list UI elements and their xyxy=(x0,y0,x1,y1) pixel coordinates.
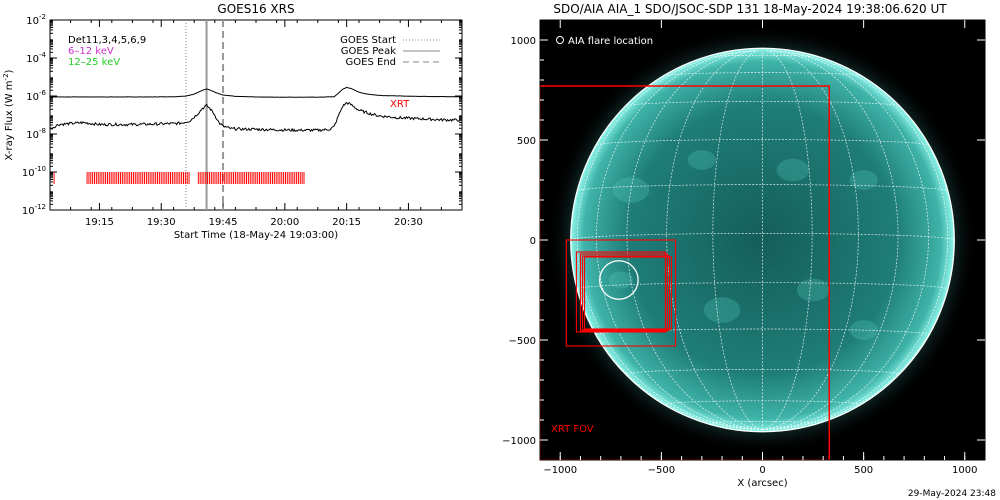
aia-xtick-label: −500 xyxy=(648,465,675,476)
aia-grid-latitude xyxy=(667,72,858,76)
aia-grid-longitude xyxy=(762,52,949,430)
aia-ytick-label: −500 xyxy=(509,336,536,347)
aia-ytick-label: −1000 xyxy=(502,436,536,447)
aia-image: AIA flare location XRT FOV xyxy=(540,20,985,460)
aia-grid-latitude xyxy=(713,54,812,58)
aia-grid-longitude xyxy=(626,50,763,430)
goes-ytick-label: 10-8 xyxy=(26,127,46,141)
goes-xlabel: Start Time (18-May-24 19:03:00) xyxy=(174,230,338,241)
goes-series-long xyxy=(49,86,463,98)
goes-xtick-label: 20:00 xyxy=(270,217,299,228)
xrt-fov-box xyxy=(540,85,830,460)
aia-active-region xyxy=(608,271,634,289)
xrt-pointing-box xyxy=(565,239,677,347)
aia-xtick-label: 500 xyxy=(854,465,873,476)
aia-grid-longitude xyxy=(712,50,763,430)
goes-legend-right-item: GOES Start xyxy=(340,35,396,46)
flare-legend-symbol xyxy=(556,36,564,44)
flare-legend-label: AIA flare location xyxy=(568,36,653,47)
goes-xtick-label: 19:45 xyxy=(209,217,238,228)
goes-title: GOES16 XRS xyxy=(217,2,294,16)
xrt-pointing-box xyxy=(581,255,671,331)
goes-xrs-chart: GOES16 XRS 10-2 10-4 10-6 10-8 10-10 10-12 X-ra… xyxy=(2,2,463,241)
goes-ytick-label: 10-6 xyxy=(26,89,46,103)
aia-grid xyxy=(570,50,955,430)
goes-legend-left-item: 12–25 keV xyxy=(68,57,120,68)
xrt-pointing-box xyxy=(579,253,668,332)
aia-grid-longitude xyxy=(596,50,763,430)
aia-active-region xyxy=(796,278,830,302)
aia-flare-location xyxy=(599,260,639,300)
goes-xtick-label: 19:15 xyxy=(85,217,114,228)
aia-grid-latitude xyxy=(596,139,929,146)
xrt-pointing-box xyxy=(583,256,673,330)
goes-ytick-label: 10-10 xyxy=(22,165,46,179)
xrt-fov-label: XRT FOV xyxy=(551,424,594,435)
aia-grid-latitude xyxy=(577,184,948,191)
xrt-pointing-box xyxy=(575,251,666,333)
goes-xrt-label: XRT xyxy=(390,99,410,110)
goes-xtick-label: 20:15 xyxy=(332,217,361,228)
goes-legend-right-item: GOES Peak xyxy=(341,46,396,57)
aia-grid-longitude xyxy=(762,50,929,430)
aia-active-region xyxy=(687,150,716,170)
goes-legend-left-item: 6–12 keV xyxy=(68,46,114,57)
goes-ytick-label: 10-2 xyxy=(26,13,46,27)
aia-xlabel: X (arcsec) xyxy=(737,478,787,489)
goes-legend-left-item: Det11,3,4,5,6,9 xyxy=(68,35,146,46)
aia-active-region xyxy=(776,158,810,182)
aia-grid-longitude xyxy=(762,50,899,430)
aia-title: SDO/AIA AIA_1 SDO/JSOC-SDP 131 18-May-20… xyxy=(553,2,947,16)
timestamp: 29-May-2024 23:48 xyxy=(907,489,996,499)
aia-ytick-label: 0 xyxy=(530,236,536,247)
goes-ylabel: X-ray Flux (W m-2) xyxy=(2,69,15,160)
goes-legend-right-item: GOES End xyxy=(346,57,396,68)
aia-grid-longitude xyxy=(666,50,763,430)
goes-series-short xyxy=(49,101,463,133)
aia-grid-longitude xyxy=(576,52,763,430)
goes-xtick-label: 19:30 xyxy=(147,217,176,228)
aia-ytick-label: 1000 xyxy=(511,36,536,47)
goes-ytick-label: 10-12 xyxy=(22,203,46,217)
aia-active-region xyxy=(703,297,741,323)
aia-grid-longitude xyxy=(762,50,813,430)
aia-xtick-label: 0 xyxy=(759,465,765,476)
aia-active-region xyxy=(849,170,878,190)
goes-ytick-label: 10-4 xyxy=(26,51,46,65)
aia-grid-longitude xyxy=(762,50,859,430)
aia-ytick-label: 500 xyxy=(517,136,536,147)
goes-xtick-label: 20:30 xyxy=(394,217,423,228)
aia-xtick-label: −1000 xyxy=(543,465,577,476)
aia-xtick-label: 1000 xyxy=(952,465,977,476)
